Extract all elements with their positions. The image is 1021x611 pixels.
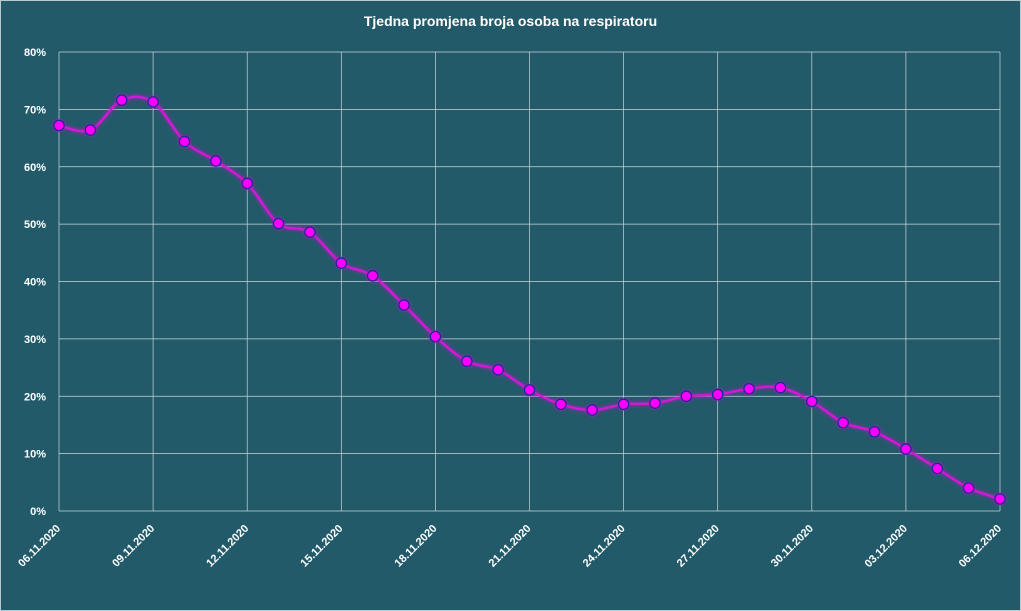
data-point	[649, 397, 661, 409]
data-point	[743, 382, 755, 395]
x-tick-label: 06.12.2020	[957, 523, 1004, 570]
data-point	[241, 177, 254, 190]
x-tick-label: 27.11.2020	[675, 523, 722, 570]
data-point	[115, 94, 128, 107]
x-tick-label: 09.11.2020	[110, 523, 157, 570]
x-tick-label: 30.11.2020	[769, 523, 816, 570]
x-tick-label: 21.11.2020	[487, 523, 534, 570]
y-tick-label: 70%	[24, 104, 46, 116]
data-point	[680, 390, 693, 403]
data-point	[523, 384, 536, 396]
data-point	[994, 493, 1006, 505]
y-tick-label: 20%	[24, 391, 46, 403]
data-point	[53, 119, 65, 132]
data-point	[586, 404, 599, 416]
data-point	[335, 257, 348, 269]
chart-title: Tjedna promjena broja osoba na respirato…	[363, 13, 658, 29]
data-point	[460, 355, 473, 368]
data-point	[147, 96, 159, 108]
data-point	[366, 269, 379, 282]
data-point	[774, 381, 787, 394]
y-tick-label: 40%	[24, 277, 46, 289]
data-point	[209, 155, 222, 167]
x-tick-label: 15.11.2020	[298, 523, 345, 570]
data-point	[178, 135, 191, 148]
y-tick-label: 10%	[24, 449, 46, 461]
data-point	[84, 124, 97, 136]
y-tick-label: 50%	[24, 219, 46, 231]
x-tick-label: 06.11.2020	[16, 523, 63, 570]
x-tick-label: 18.11.2020	[393, 523, 440, 570]
data-point	[272, 217, 285, 230]
data-point	[931, 462, 944, 475]
data-point	[962, 482, 975, 494]
data-point	[805, 395, 818, 408]
y-tick-label: 0%	[30, 506, 46, 518]
x-tick-label: 03.12.2020	[863, 523, 910, 570]
y-tick-label: 60%	[24, 162, 46, 174]
data-point	[555, 398, 567, 411]
data-point	[492, 364, 504, 376]
data-point	[617, 398, 630, 411]
y-tick-label: 80%	[24, 47, 46, 59]
data-point	[429, 330, 442, 343]
data-point	[398, 299, 410, 311]
data-point	[900, 443, 912, 455]
data-point	[711, 388, 724, 401]
data-point	[868, 425, 881, 438]
data-point	[837, 416, 850, 429]
data-point	[304, 226, 316, 239]
y-tick-label: 30%	[24, 334, 46, 346]
x-tick-label: 24.11.2020	[581, 523, 628, 570]
x-tick-label: 12.11.2020	[204, 523, 251, 570]
